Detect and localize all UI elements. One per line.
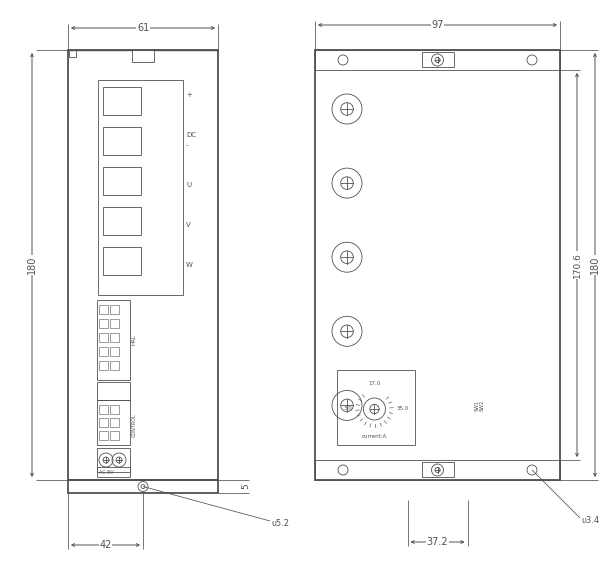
Bar (103, 167, 141, 195)
Text: DC: DC (186, 132, 196, 138)
Bar (110, 305, 119, 314)
Text: V: V (186, 222, 191, 228)
Bar (99, 305, 108, 314)
Text: SW2: SW2 (480, 399, 485, 411)
Text: υ3.4: υ3.4 (581, 516, 599, 525)
Bar (110, 418, 119, 427)
Bar (132, 50, 154, 62)
Bar (97, 382, 130, 400)
Text: current:A: current:A (362, 434, 387, 439)
Text: 97: 97 (431, 20, 443, 30)
Bar (97, 400, 130, 445)
Bar (421, 52, 453, 67)
Bar (110, 333, 119, 342)
Bar (103, 87, 141, 115)
Text: U: U (186, 182, 191, 188)
Text: -: - (186, 142, 189, 148)
Bar (99, 418, 108, 427)
Bar (69, 50, 76, 57)
Bar (99, 405, 108, 414)
Bar (99, 319, 108, 328)
Bar (337, 370, 415, 445)
Text: 35.0: 35.0 (397, 407, 409, 412)
Bar (110, 361, 119, 370)
Bar (110, 405, 119, 414)
Text: +: + (186, 92, 192, 98)
Bar (110, 347, 119, 356)
Text: SW1: SW1 (475, 399, 480, 411)
Bar (103, 207, 141, 235)
Bar (98, 80, 183, 295)
Text: 180: 180 (27, 256, 37, 274)
Bar (315, 50, 560, 70)
Bar (315, 460, 560, 480)
Text: 37.2: 37.2 (427, 537, 448, 547)
Text: HAL: HAL (132, 334, 137, 346)
Bar (315, 50, 560, 480)
Bar (99, 431, 108, 440)
Bar (99, 361, 108, 370)
Bar (103, 247, 141, 275)
Text: 17.0: 17.0 (368, 381, 381, 386)
Bar (110, 319, 119, 328)
Text: 180: 180 (590, 256, 600, 274)
Text: CONTROL: CONTROL (132, 413, 137, 437)
Text: υ5.2: υ5.2 (271, 519, 289, 528)
Text: 61: 61 (137, 23, 149, 33)
Bar (103, 127, 141, 155)
Text: W: W (186, 262, 193, 268)
Text: 170.6: 170.6 (573, 252, 582, 278)
Bar (68, 480, 218, 493)
Text: 42: 42 (99, 540, 112, 550)
Text: AC 5V: AC 5V (99, 470, 114, 475)
Bar (68, 50, 218, 480)
Text: 3.0: 3.0 (344, 407, 352, 412)
Bar (97, 467, 130, 477)
Bar (99, 333, 108, 342)
Text: 5: 5 (242, 484, 250, 489)
Bar (97, 448, 130, 472)
Bar (97, 300, 130, 380)
Bar (421, 462, 453, 477)
Bar (110, 431, 119, 440)
Bar (99, 347, 108, 356)
